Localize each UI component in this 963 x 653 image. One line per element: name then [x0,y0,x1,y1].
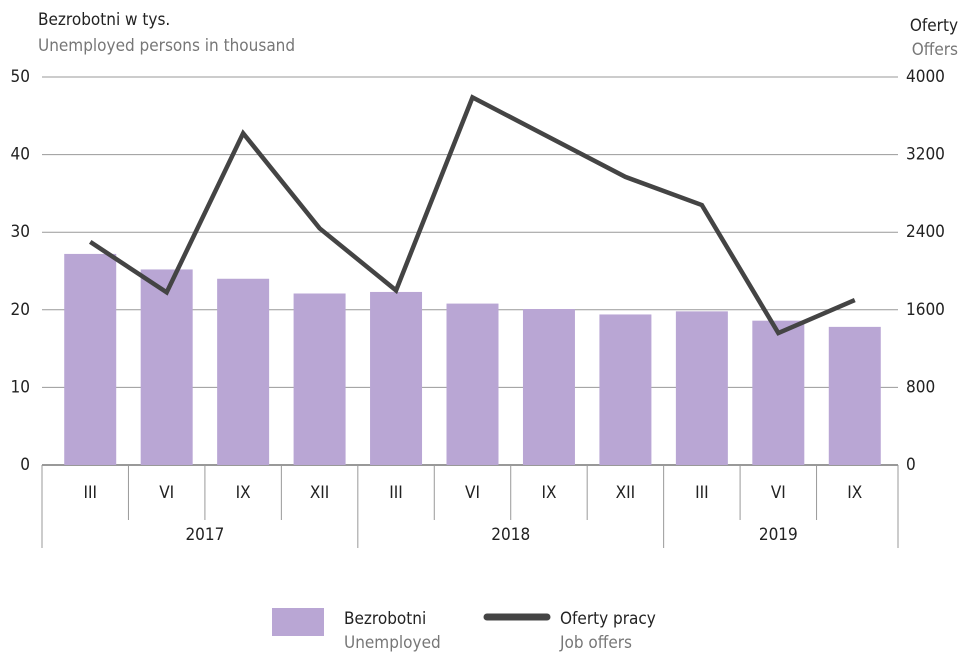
y2-tick-label: 2400 [906,222,945,242]
bar [752,320,805,465]
bar [675,311,728,465]
bar [140,269,193,465]
legend-label: Bezrobotni [344,609,426,629]
x-tick-label: XII [616,483,636,503]
y2-tick-label: 0 [906,455,916,475]
line [88,94,856,336]
y2-tick-label: 4000 [906,67,945,87]
y-tick-label: 40 [11,145,30,165]
x-tick-label: VI [771,483,786,503]
x-tick-label: XII [310,483,330,503]
y-tick-label: 30 [11,222,30,242]
x-group-label: 2017 [185,525,224,545]
x-tick-label: IX [847,483,862,503]
bar [217,278,270,465]
y2-tick-label: 1600 [906,300,945,320]
bar [446,303,499,465]
y-tick-label: 0 [20,455,30,475]
x-tick-label: IX [236,483,251,503]
x-tick-label: VI [465,483,480,503]
y-tick-label: 50 [11,67,30,87]
y-subtitle: Unemployed persons in thousand [38,36,295,56]
bar [599,314,652,465]
x-group-label: 2019 [759,525,798,545]
legend-sublabel: Job offers [559,633,632,653]
y2-subtitle: Offers [912,40,958,60]
x-tick-label: III [695,483,709,503]
x-tick-label: III [83,483,97,503]
legend-label: Oferty pracy [560,609,656,629]
y2-title: Oferty [910,16,958,36]
bar [64,253,117,465]
x-group-label: 2018 [491,525,530,545]
bar [293,293,346,465]
bar [828,326,881,465]
bar [370,291,423,465]
bar [522,309,575,465]
x-tick-label: VI [159,483,174,503]
y-tick-label: 20 [11,300,30,320]
y2-tick-label: 3200 [906,145,945,165]
x-tick-label: IX [541,483,556,503]
y-tick-label: 10 [11,377,30,397]
legend-swatch [272,608,324,636]
y-title: Bezrobotni w tys. [38,10,170,30]
y2-tick-label: 800 [906,377,935,397]
legend-sublabel: Unemployed [344,633,441,653]
x-tick-label: III [389,483,403,503]
